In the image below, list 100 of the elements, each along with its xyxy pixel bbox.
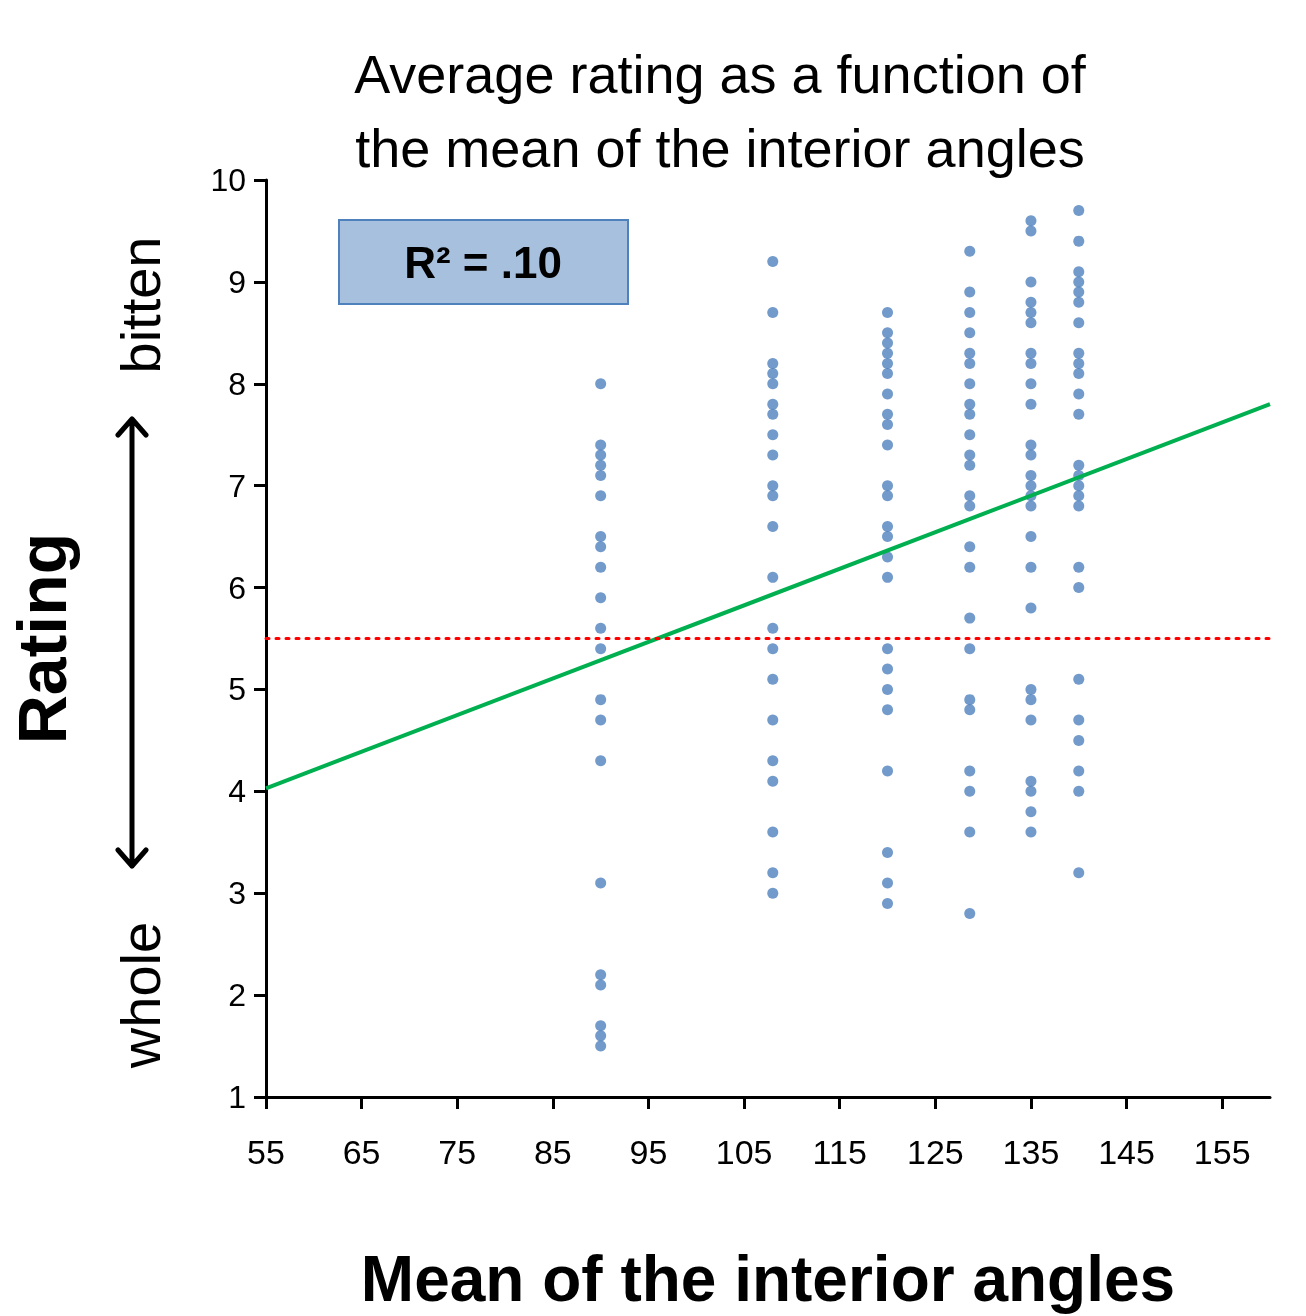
- point: [964, 541, 976, 553]
- point: [1025, 378, 1037, 390]
- point: [1073, 582, 1085, 594]
- point: [964, 459, 976, 471]
- point: [964, 398, 976, 410]
- x-tick-label: 55: [247, 1133, 285, 1171]
- point: [964, 561, 976, 573]
- point: [1073, 765, 1085, 777]
- point: [882, 765, 894, 777]
- point: [595, 561, 607, 573]
- x-tick-label: 115: [812, 1133, 867, 1171]
- point: [964, 908, 976, 920]
- point: [595, 459, 607, 471]
- point: [882, 357, 894, 369]
- point: [1025, 480, 1037, 492]
- point: [595, 531, 607, 543]
- point: [767, 408, 779, 420]
- point: [1025, 826, 1037, 838]
- point: [882, 643, 894, 655]
- point: [1025, 694, 1037, 706]
- y-tick-label: 4: [228, 773, 246, 810]
- point: [1025, 357, 1037, 369]
- point: [964, 449, 976, 461]
- x-tick-label: 125: [906, 1133, 964, 1171]
- x-tick-label: 145: [1098, 1133, 1155, 1171]
- point: [964, 408, 976, 420]
- point: [767, 306, 779, 318]
- point: [964, 286, 976, 298]
- point: [1073, 296, 1085, 308]
- point: [1025, 469, 1037, 481]
- point: [767, 378, 779, 390]
- y-axis-title: Rating: [4, 532, 80, 745]
- point: [1073, 734, 1085, 746]
- point: [1025, 439, 1037, 451]
- point: [1025, 500, 1037, 512]
- point: [964, 694, 976, 706]
- x-tick-label: 105: [715, 1133, 773, 1171]
- point: [964, 378, 976, 390]
- y-tick-label: 3: [228, 875, 246, 912]
- point: [595, 622, 607, 634]
- chart-title: Average rating as a function of the mean of the interior angles: [354, 44, 1087, 178]
- point: [1025, 306, 1037, 318]
- y-tick-label: 1: [228, 1079, 246, 1115]
- point: [882, 419, 894, 431]
- point: [767, 867, 779, 879]
- point: [595, 541, 607, 553]
- point: [1073, 500, 1085, 512]
- point: [1073, 480, 1085, 492]
- x-tick-label: 95: [629, 1133, 668, 1171]
- point: [767, 256, 779, 268]
- point: [595, 1030, 607, 1042]
- point: [595, 592, 607, 604]
- point: [1025, 347, 1037, 359]
- point: [1073, 317, 1085, 329]
- point: [1025, 225, 1037, 237]
- annotation: R² = .10: [404, 237, 562, 287]
- point: [1025, 449, 1037, 461]
- point: [882, 520, 894, 532]
- point: [767, 714, 779, 726]
- point: [1025, 775, 1037, 787]
- point: [595, 643, 607, 655]
- point: [1073, 276, 1085, 288]
- point: [964, 785, 976, 797]
- point: [1073, 347, 1085, 359]
- point: [767, 673, 779, 685]
- point: [964, 429, 976, 441]
- point: [882, 663, 894, 675]
- point: [767, 480, 779, 492]
- point: [767, 571, 779, 583]
- point: [882, 306, 894, 318]
- point: [882, 347, 894, 359]
- point: [595, 469, 607, 481]
- point: [882, 846, 894, 858]
- point: [964, 357, 976, 369]
- point: [595, 979, 607, 991]
- point: [964, 765, 976, 777]
- text: whole: [108, 921, 172, 1070]
- point: [964, 306, 976, 318]
- y-tick-label: 5: [228, 671, 246, 708]
- point: [1025, 531, 1037, 543]
- point: [1073, 266, 1085, 278]
- point: [882, 683, 894, 695]
- point: [1025, 785, 1037, 797]
- point: [1073, 235, 1085, 247]
- x-tick-label: 65: [342, 1133, 381, 1171]
- point: [1073, 286, 1085, 298]
- point: [964, 490, 976, 502]
- point: [595, 1040, 607, 1052]
- point: [767, 775, 779, 787]
- y-tick-label: 2: [228, 977, 246, 1014]
- point: [1025, 561, 1037, 573]
- point: [767, 622, 779, 634]
- point: [767, 520, 779, 532]
- point: [1073, 368, 1085, 380]
- point: [767, 826, 779, 838]
- point: [882, 480, 894, 492]
- point: [964, 327, 976, 339]
- point: [1073, 785, 1085, 797]
- point: [1025, 714, 1037, 726]
- point: [767, 357, 779, 369]
